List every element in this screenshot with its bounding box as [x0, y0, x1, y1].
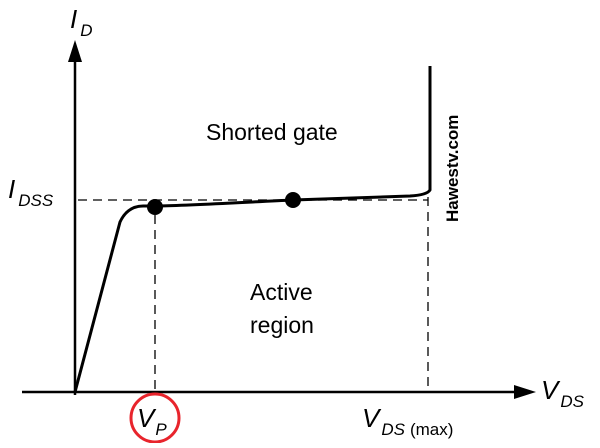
active-region-label-line2: region: [250, 312, 314, 338]
idss-label-main: I: [8, 174, 15, 204]
vp-label: VP: [137, 403, 167, 439]
vdsmax-label-sub: DS: [381, 420, 405, 439]
idss-label-sub: DSS: [18, 191, 54, 210]
vdsmax-label-main: V: [362, 403, 382, 433]
vdsmax-label-paren: (max): [410, 420, 453, 439]
shorted-gate-label: Shorted gate: [206, 119, 338, 145]
pinch-off-point: [147, 199, 163, 215]
vp-highlight-circle: [129, 392, 181, 444]
active-region-label-line1: Active: [250, 279, 313, 305]
y-axis-label-main: I: [70, 4, 77, 34]
idss-label: I DSS: [8, 174, 54, 210]
vdsmax-label: V DS (max): [362, 403, 453, 439]
y-axis-label-sub: D: [80, 21, 92, 40]
drain-characteristic-curve: [73, 66, 432, 393]
x-axis-label-sub: DS: [560, 392, 584, 411]
y-axis-arrowhead: [68, 40, 82, 62]
x-axis-label-main: V: [541, 375, 561, 405]
operating-point: [285, 192, 301, 208]
x-axis-arrowhead: [514, 385, 536, 399]
watermark-text: Hawestv.com: [443, 115, 462, 222]
vp-label-main: V: [137, 403, 157, 433]
x-axis-label: V DS: [541, 375, 585, 411]
vp-label-sub: P: [155, 420, 167, 439]
